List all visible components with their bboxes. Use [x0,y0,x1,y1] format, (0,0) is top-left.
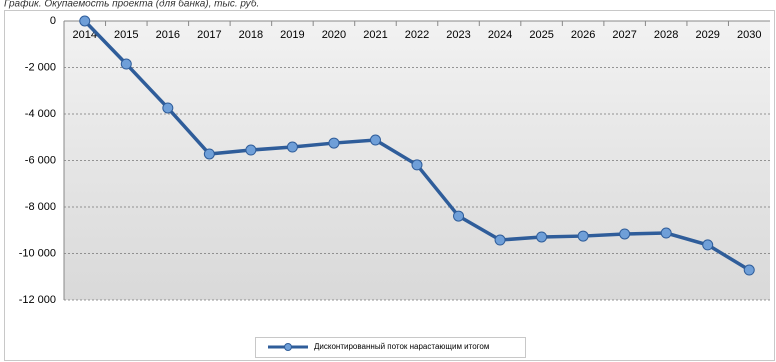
x-tick-label: 2020 [322,29,346,41]
x-tick-label: 2028 [654,29,678,41]
data-point [411,159,423,171]
y-tick-label: -8 000 [25,201,56,213]
y-tick-label: -12 000 [19,294,56,306]
data-point [494,234,506,246]
data-point [660,227,672,239]
x-tick-label: 2022 [405,29,429,41]
x-tick-label: 2023 [446,29,470,41]
data-point [328,137,340,149]
y-tick-label: -4 000 [25,108,56,120]
y-tick-label: 0 [50,15,56,27]
data-point [203,148,215,160]
x-tick-label: 2019 [280,29,304,41]
data-point [245,144,257,156]
legend-box [255,337,526,358]
data-point [577,230,589,242]
data-point [619,228,631,240]
data-point [79,15,91,27]
x-tick-label: 2018 [239,29,263,41]
y-tick-label: -10 000 [19,247,56,259]
data-point [453,210,465,222]
data-point [286,141,298,153]
data-point [120,58,132,70]
x-tick-label: 2026 [571,29,595,41]
legend-marker [284,343,292,351]
x-tick-label: 2015 [114,29,138,41]
data-point [369,134,381,146]
legend-text: Дисконтированный поток нарастающим итого… [314,342,489,351]
y-tick-label: -6 000 [25,154,56,166]
data-point [743,264,755,276]
chart-title: График. Окупаемость проекта (для банка),… [4,0,259,10]
data-point [536,231,548,243]
data-point [162,102,174,114]
x-tick-label: 2017 [197,29,221,41]
y-tick-label: -2 000 [25,61,56,73]
x-tick-label: 2014 [73,29,97,41]
x-tick-label: 2021 [363,29,387,41]
x-tick-label: 2024 [488,29,512,41]
data-point [702,239,714,251]
x-tick-label: 2025 [529,29,553,41]
x-tick-label: 2016 [156,29,180,41]
x-tick-label: 2029 [695,29,719,41]
x-tick-label: 2027 [612,29,636,41]
x-tick-label: 2030 [737,29,761,41]
